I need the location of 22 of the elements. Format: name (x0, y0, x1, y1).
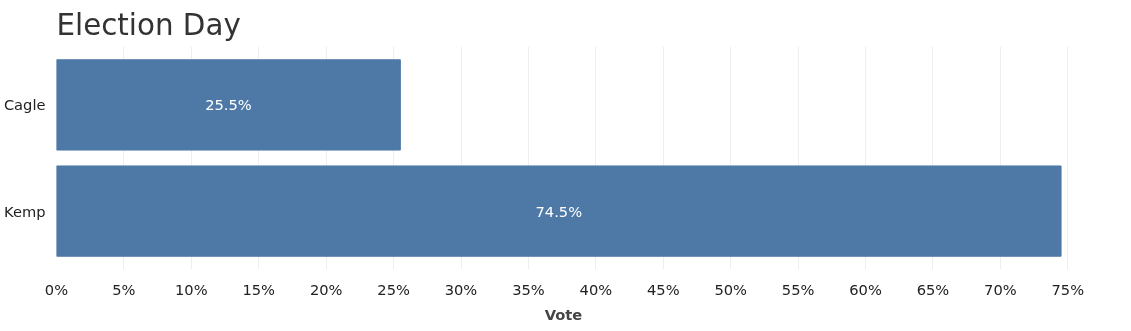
x-tick-label: 65% (916, 280, 950, 298)
x-tick-label: 15% (242, 280, 276, 298)
x-tick-label: 50% (714, 280, 748, 298)
x-tick-label: 5% (112, 280, 136, 298)
data-label: 74.5% (535, 202, 583, 220)
x-tick-label: 55% (781, 280, 815, 298)
x-tick-label: 0% (44, 280, 69, 298)
x-tick-label: 60% (849, 280, 882, 298)
y-tick-label: Kemp (4, 202, 46, 220)
data-label: 25.5% (205, 96, 252, 114)
x-axis-title: Vote (544, 305, 583, 323)
x-tick-label: 40% (579, 280, 613, 298)
x-tick-label: 70% (984, 280, 1017, 298)
x-tick-label: 20% (309, 280, 343, 298)
y-tick-label: Cagle (3, 96, 46, 114)
x-tick-label: 25% (377, 280, 410, 298)
chart-title: Election Day (56, 7, 241, 42)
x-tick-label: 30% (444, 280, 478, 298)
x-tick-label: 35% (512, 280, 545, 298)
x-tick-label: 45% (646, 280, 680, 298)
x-tick-label: 10% (175, 280, 208, 298)
x-tick-label: 75% (1051, 280, 1085, 298)
